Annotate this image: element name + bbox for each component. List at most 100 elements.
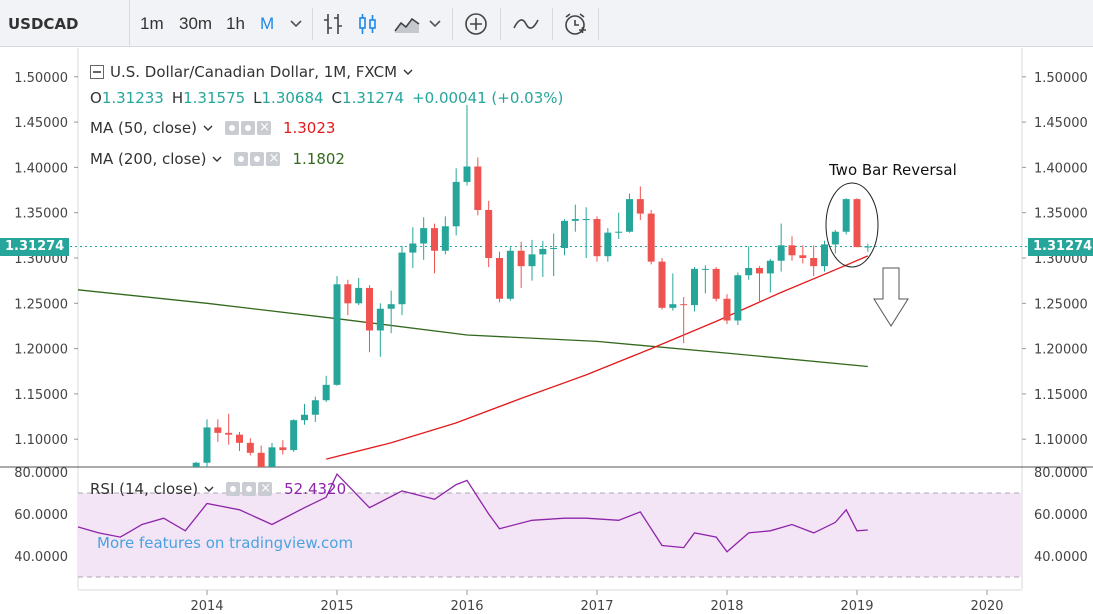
ohlc-change: +0.00041 (+0.03%)	[412, 89, 564, 107]
candle	[485, 209, 493, 258]
visibility-icon[interactable]	[234, 152, 249, 166]
y-tick-label-right: 1.40000	[1034, 161, 1088, 176]
watermark[interactable]: More features on tradingview.com	[97, 534, 354, 552]
candle	[225, 432, 233, 435]
visibility-icon[interactable]	[224, 121, 239, 135]
candle	[766, 260, 774, 274]
ohlc-open-value: 1.31233	[101, 89, 164, 107]
ohlc-open-label: O	[90, 89, 102, 107]
symbol-search[interactable]: USDCAD	[0, 0, 130, 47]
candle	[626, 199, 633, 232]
price-badge-left: 1.31274	[0, 238, 70, 256]
candle	[452, 181, 460, 227]
y-tick-label-right: 1.45000	[1034, 116, 1088, 131]
rsi-label: RSI (14, close)	[90, 480, 199, 498]
settings-icon[interactable]	[250, 152, 265, 166]
candle	[691, 268, 698, 306]
candle	[842, 199, 850, 232]
ma50-value: 1.3023	[282, 119, 336, 137]
rsi-tick-label-right: 40.0000	[1034, 550, 1088, 565]
settings-icon[interactable]	[240, 121, 255, 135]
legend-title-row: U.S. Dollar/Canadian Dollar, 1M, FXCM	[90, 63, 413, 81]
candle	[420, 228, 428, 244]
candle	[539, 248, 547, 255]
candle	[561, 220, 568, 249]
compare-icon[interactable]	[512, 0, 540, 47]
close-icon[interactable]	[266, 152, 281, 166]
y-tick-label-left: 1.40000	[14, 161, 68, 176]
rsi-tick-label-right: 80.0000	[1034, 466, 1088, 481]
chevron-down-icon[interactable]	[203, 119, 213, 137]
rsi-value: 52.4320	[284, 480, 347, 498]
ohlc-close-label: C	[331, 89, 343, 107]
chevron-down-icon[interactable]	[204, 480, 214, 498]
y-tick-label-right: 1.35000	[1034, 207, 1088, 222]
bar-chart-icon[interactable]	[322, 0, 344, 47]
alert-icon[interactable]	[562, 0, 588, 47]
y-tick-label-left: 1.45000	[14, 116, 68, 131]
legend-rsi-row[interactable]: RSI (14, close) 52.4320	[90, 480, 346, 498]
rsi-tick-label-left: 40.0000	[14, 550, 68, 565]
main-pane	[78, 104, 872, 467]
candle	[756, 267, 763, 274]
area-chart-icon[interactable]	[394, 0, 420, 47]
candle	[311, 400, 319, 415]
collapse-icon[interactable]	[90, 65, 104, 79]
legend-ma50-row[interactable]: MA (50, close) 1.3023	[90, 119, 335, 137]
ohlc-high-value: 1.31575	[183, 89, 246, 107]
ma200-line	[78, 289, 868, 368]
candle	[376, 308, 384, 331]
candle	[636, 199, 644, 214]
price-badge-right: 1.31274	[1028, 238, 1093, 256]
candle	[853, 199, 861, 248]
rsi-line	[78, 472, 868, 553]
candle	[571, 219, 579, 221]
chevron-down-icon[interactable]	[289, 0, 303, 47]
candle	[647, 213, 655, 262]
candle	[409, 243, 417, 253]
add-indicator-icon[interactable]	[464, 0, 488, 47]
candle	[279, 447, 287, 451]
legend-title: U.S. Dollar/Canadian Dollar, 1M, FXCM	[110, 63, 398, 81]
candle	[810, 258, 818, 267]
candle	[236, 434, 243, 443]
y-tick-label-left: 1.25000	[14, 297, 68, 312]
legend-ma200-row[interactable]: MA (200, close) 1.1802	[90, 150, 345, 168]
close-icon[interactable]	[256, 121, 271, 135]
ma50-line	[326, 255, 869, 460]
rsi-tick-label-right: 60.0000	[1034, 508, 1088, 523]
candle	[387, 304, 395, 309]
ma50-label: MA (50, close)	[90, 119, 197, 137]
interval-1h[interactable]: 1h	[226, 13, 245, 33]
price-chart[interactable]: 1.10000 1.10000 1.15000 1.15000 1.20000 1.200…	[0, 47, 1093, 614]
candle	[593, 219, 601, 257]
x-tick-label: 2017	[580, 599, 613, 614]
rsi-tick-label-left: 60.0000	[14, 508, 68, 523]
chevron-down-icon[interactable]	[428, 0, 442, 47]
candle	[441, 226, 449, 251]
candle	[799, 255, 807, 258]
interval-30m[interactable]: 30m	[179, 13, 213, 33]
candles-icon[interactable]	[357, 0, 379, 47]
candle	[528, 254, 536, 267]
y-tick-label-right: 1.15000	[1034, 388, 1088, 403]
chevron-down-icon[interactable]	[403, 63, 413, 81]
ohlc-low-value: 1.30684	[261, 89, 324, 107]
chevron-down-icon[interactable]	[212, 150, 222, 168]
close-icon[interactable]	[258, 482, 273, 496]
candle	[745, 267, 753, 276]
candle	[322, 384, 330, 401]
reversal-ellipse	[825, 182, 879, 268]
candle	[496, 258, 503, 299]
ohlc-close-value: 1.31274	[342, 89, 405, 107]
interval-1m[interactable]: 1m	[140, 13, 164, 33]
candle	[701, 268, 709, 270]
y-tick-label-right: 1.20000	[1034, 343, 1088, 358]
x-tick-label: 2020	[970, 599, 1003, 614]
settings-icon[interactable]	[242, 482, 257, 496]
rsi-band	[78, 493, 1022, 577]
toolbar: USDCAD 1m 30m 1h M	[0, 0, 1093, 47]
visibility-icon[interactable]	[226, 482, 241, 496]
interval-monthly[interactable]: M	[260, 13, 275, 33]
candle	[506, 250, 514, 299]
